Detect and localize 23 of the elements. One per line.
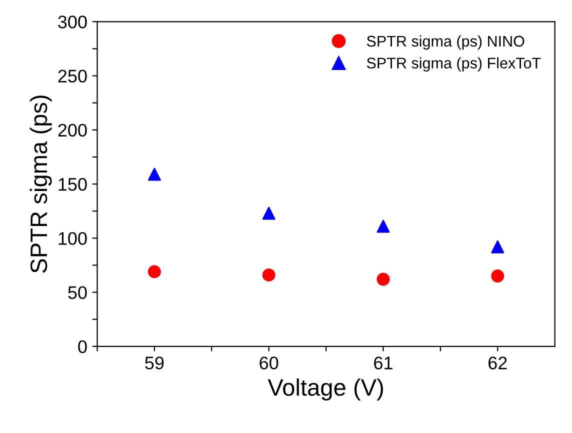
y-tick-label: 50 bbox=[68, 286, 87, 299]
point bbox=[262, 268, 276, 282]
legend-label: SPTR sigma (ps) NINO bbox=[366, 35, 524, 50]
x-tick-label: 60 bbox=[260, 356, 278, 370]
point bbox=[148, 265, 161, 278]
point bbox=[148, 168, 161, 181]
y-tick-label: 100 bbox=[58, 232, 87, 245]
x-tick-label: 61 bbox=[374, 356, 392, 370]
legend-label: SPTR sigma (ps) FlexToT bbox=[366, 57, 541, 72]
x-tick-label: 62 bbox=[488, 356, 507, 370]
point bbox=[262, 206, 276, 220]
point bbox=[376, 272, 390, 286]
x-axis-title: Voltage (V) bbox=[268, 378, 383, 401]
point bbox=[491, 240, 504, 254]
y-tick-label: 300 bbox=[58, 16, 87, 28]
y-axis-title: SPTR sigma (ps) bbox=[30, 96, 52, 273]
y-tick-label: 200 bbox=[58, 124, 87, 137]
y-tick-label: 0 bbox=[78, 340, 87, 354]
y-tick-label: 250 bbox=[58, 70, 87, 82]
y-tick-label: 150 bbox=[58, 178, 87, 191]
point bbox=[491, 270, 504, 283]
point bbox=[376, 220, 390, 233]
x-tick-label: 59 bbox=[145, 356, 164, 370]
